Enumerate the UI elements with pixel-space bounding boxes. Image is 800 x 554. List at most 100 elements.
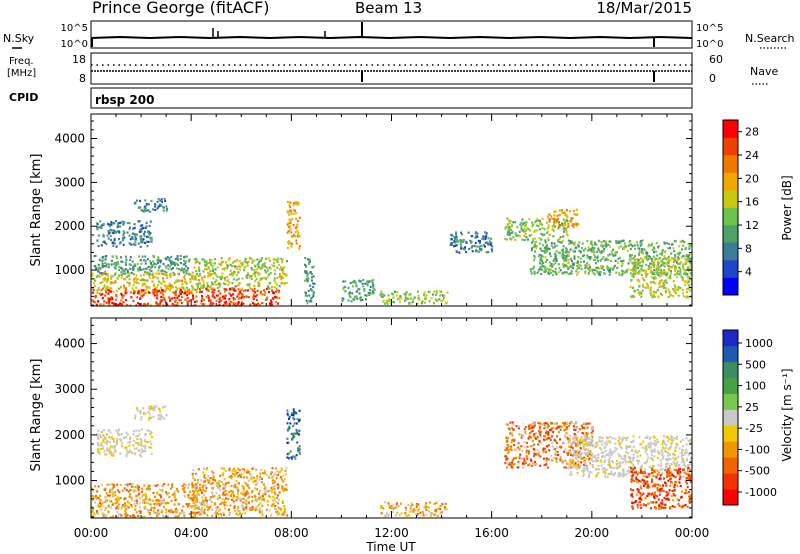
heatmap-cell [124, 292, 127, 295]
heatmap-cell [118, 491, 121, 494]
heatmap-cell [238, 282, 241, 285]
heatmap-cell [439, 294, 442, 297]
heatmap-cell [688, 258, 690, 261]
heatmap-cell [232, 500, 235, 503]
heatmap-cell [533, 243, 536, 246]
heatmap-cell [656, 288, 659, 291]
heatmap-cell [136, 407, 139, 410]
heatmap-cell [297, 447, 299, 450]
heatmap-cell [562, 224, 565, 228]
heatmap-cell [596, 270, 599, 273]
heatmap-cell [270, 486, 273, 490]
heatmap-cell [217, 282, 220, 285]
heatmap-cell [382, 507, 385, 510]
heatmap-cell [210, 287, 213, 290]
heatmap-cell [286, 223, 289, 226]
heatmap-cell [646, 273, 649, 276]
heatmap-cell [237, 510, 240, 513]
heatmap-cell [508, 230, 511, 233]
heatmap-cell [193, 494, 196, 497]
heatmap-cell [591, 430, 594, 433]
heatmap-cell [361, 282, 364, 285]
heatmap-cell [525, 236, 528, 239]
freq-strip: Freq. [MHz] 18 8 Nave 60 0 [7, 52, 778, 85]
heatmap-cell [165, 508, 168, 511]
heatmap-cell [605, 436, 608, 439]
heatmap-cell [292, 224, 295, 227]
colorbar-swatch [723, 260, 738, 278]
heatmap-cell [507, 222, 509, 225]
heatmap-cell [534, 460, 537, 463]
heatmap-cell [212, 478, 215, 481]
heatmap-cell [192, 271, 195, 274]
heatmap-cell [189, 497, 192, 500]
heatmap-cell [289, 225, 291, 228]
heatmap-cell [506, 423, 509, 426]
heatmap-cell [425, 513, 428, 516]
heatmap-cell [688, 280, 691, 283]
heatmap-cell [567, 258, 570, 261]
heatmap-cell [583, 463, 586, 466]
heatmap-cell [559, 446, 562, 449]
heatmap-cell [252, 301, 254, 304]
heatmap-cell [134, 237, 137, 240]
heatmap-cell [618, 240, 621, 243]
heatmap-cell [201, 496, 204, 499]
heatmap-cell [195, 483, 198, 486]
heatmap-cell [142, 268, 145, 271]
heatmap-cell [451, 234, 454, 237]
heatmap-cell [276, 276, 279, 279]
heatmap-cell [674, 254, 677, 257]
heatmap-cell [198, 513, 201, 516]
heatmap-cell [193, 484, 196, 487]
heatmap-cell [143, 259, 146, 262]
heatmap-cell [512, 236, 515, 239]
heatmap-cell [168, 265, 171, 268]
heatmap-cell [141, 450, 144, 453]
heatmap-cell [110, 500, 113, 503]
heatmap-cell [203, 493, 206, 497]
heatmap-cell [551, 441, 554, 444]
heatmap-cell [396, 291, 399, 294]
heatmap-cell [483, 244, 485, 247]
heatmap-cell [584, 270, 587, 273]
heatmap-cell [138, 433, 141, 436]
heatmap-cell [159, 261, 162, 264]
heatmap-cell [616, 266, 619, 269]
heatmap-cell [132, 439, 135, 442]
heatmap-cell [129, 514, 132, 518]
heatmap-cell [385, 301, 388, 304]
heatmap-cell [295, 225, 298, 229]
heatmap-cell [453, 236, 456, 239]
heatmap-cell [139, 297, 142, 300]
heatmap-cell [225, 261, 227, 264]
heatmap-cell [240, 303, 243, 306]
heatmap-cell [148, 446, 151, 449]
heatmap-cell [155, 272, 158, 275]
heatmap-cell [132, 278, 135, 281]
heatmap-cell [254, 468, 257, 471]
heatmap-cell [93, 278, 96, 281]
heatmap-cell [215, 492, 218, 495]
heatmap-cell [673, 250, 676, 253]
heatmap-cell [674, 259, 677, 262]
heatmap-cell [224, 483, 227, 486]
heatmap-cell [141, 278, 144, 281]
heatmap-cell [556, 244, 559, 247]
heatmap-cell [282, 480, 285, 483]
heatmap-cell [562, 271, 565, 274]
heatmap-cell [152, 293, 155, 296]
heatmap-cell [569, 438, 571, 441]
heatmap-cell [287, 241, 289, 244]
heatmap-cell [237, 284, 240, 287]
heatmap-cell [688, 285, 691, 288]
heatmap-cell [139, 497, 142, 500]
heatmap-cell [593, 247, 596, 250]
heatmap-cell [415, 512, 418, 515]
heatmap-cell [575, 422, 578, 425]
heatmap-cell [663, 242, 666, 245]
heatmap-cell [429, 514, 432, 517]
heatmap-cell [562, 218, 565, 221]
heatmap-cell [259, 292, 262, 295]
heatmap-cell [258, 498, 261, 501]
